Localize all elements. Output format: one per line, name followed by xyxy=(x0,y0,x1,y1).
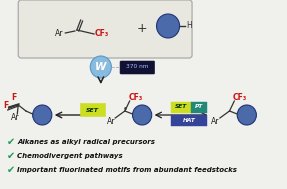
Text: 370 nm: 370 nm xyxy=(126,64,149,70)
Text: •: • xyxy=(122,105,127,114)
Text: F: F xyxy=(3,101,8,109)
Text: F: F xyxy=(11,92,16,101)
Text: Ar: Ar xyxy=(55,29,64,39)
FancyBboxPatch shape xyxy=(80,103,105,116)
Text: PT: PT xyxy=(195,105,203,109)
FancyBboxPatch shape xyxy=(18,0,192,58)
Text: H: H xyxy=(186,22,192,30)
Circle shape xyxy=(90,56,111,78)
Text: HAT: HAT xyxy=(183,118,196,122)
Text: +: + xyxy=(137,22,148,35)
Text: W: W xyxy=(95,62,106,72)
FancyBboxPatch shape xyxy=(120,61,155,74)
Text: Ar: Ar xyxy=(107,118,116,126)
Text: ✔: ✔ xyxy=(7,165,15,175)
Text: SET: SET xyxy=(86,108,99,112)
Text: SET: SET xyxy=(175,105,188,109)
FancyBboxPatch shape xyxy=(191,101,207,112)
Text: Ar: Ar xyxy=(11,112,20,122)
FancyBboxPatch shape xyxy=(171,101,192,112)
Text: Important fluorinated motifs from abundant feedstocks: Important fluorinated motifs from abunda… xyxy=(17,167,237,173)
Text: CF₃: CF₃ xyxy=(128,94,143,102)
Text: Ar: Ar xyxy=(211,118,219,126)
FancyBboxPatch shape xyxy=(171,115,207,125)
Circle shape xyxy=(156,14,180,38)
Text: ✔: ✔ xyxy=(7,137,15,147)
Circle shape xyxy=(33,105,52,125)
Text: Alkanes as alkyl radical precursors: Alkanes as alkyl radical precursors xyxy=(17,139,155,145)
Circle shape xyxy=(237,105,256,125)
Text: CF₃: CF₃ xyxy=(95,29,109,39)
Text: Chemodivergent pathways: Chemodivergent pathways xyxy=(17,153,123,159)
Text: CF₃: CF₃ xyxy=(233,94,247,102)
Circle shape xyxy=(133,105,152,125)
Text: ✔: ✔ xyxy=(7,151,15,161)
